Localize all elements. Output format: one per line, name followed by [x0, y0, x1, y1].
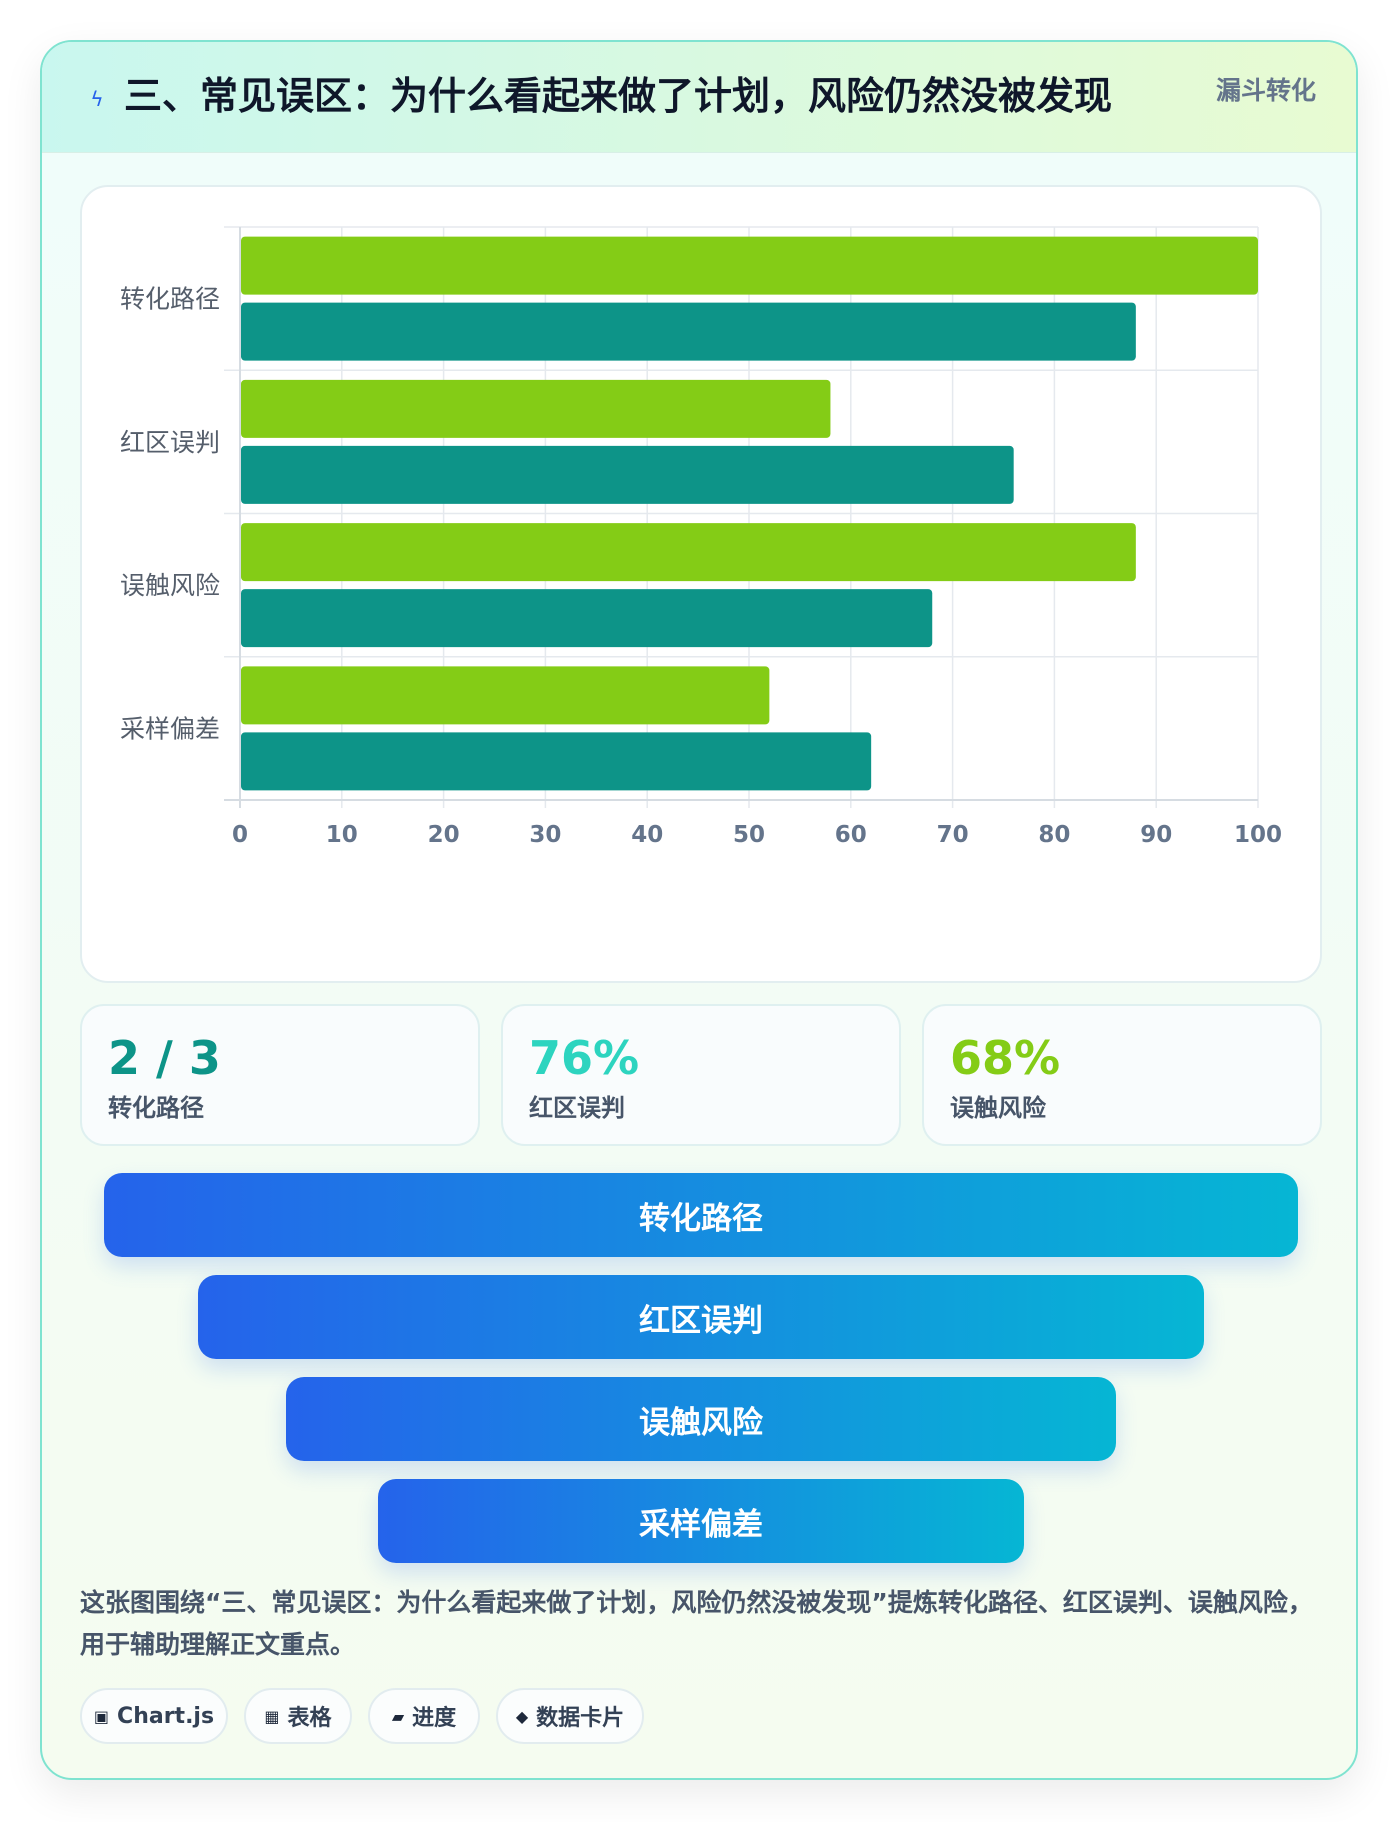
funnel-stage-2: 红区误判 — [198, 1275, 1204, 1359]
tag-progress[interactable]: ▰ 进度 — [368, 1688, 480, 1744]
page-title: 三、常见误区：为什么看起来做了计划，风险仍然没被发现 — [124, 74, 1113, 118]
y-tick-label: 误触风险 — [120, 571, 220, 600]
infographic-card: ϟ 三、常见误区：为什么看起来做了计划，风险仍然没被发现 漏斗转化 转化路径红区… — [40, 40, 1358, 1780]
y-tick-label: 采样偏差 — [120, 714, 220, 743]
y-tick-label: 红区误判 — [120, 428, 220, 457]
bar-chart-panel: 转化路径红区误判误触风险采样偏差 0 10 20 30 40 50 60 70 80 90 100 — [80, 185, 1322, 983]
stat-card-3: 68% 误触风险 — [922, 1004, 1322, 1146]
stat-value: 68% — [950, 1031, 1061, 1085]
table-icon: ▦ — [264, 1706, 280, 1726]
x-tick-label: 80 — [1038, 822, 1070, 848]
bar — [241, 379, 831, 438]
tag-label: 进度 — [412, 1706, 457, 1731]
x-tick-label: 100 — [1234, 822, 1282, 848]
bar — [241, 302, 1136, 361]
x-tick-label: 70 — [937, 822, 969, 848]
x-tick-label: 90 — [1140, 822, 1172, 848]
chart-caption: 这张图围绕“三、常见误区：为什么看起来做了计划，风险仍然没被发现”提炼转化路径、… — [80, 1588, 1313, 1659]
bar — [241, 445, 1014, 504]
tag-chartjs[interactable]: ▣ Chart.js — [80, 1688, 228, 1744]
bar — [241, 589, 933, 648]
bar — [241, 666, 770, 725]
bar — [241, 732, 872, 791]
tag-data-card[interactable]: ◆ 数据卡片 — [496, 1688, 644, 1744]
diamond-icon: ◆ — [515, 1706, 529, 1726]
stat-label: 转化路径 — [108, 1094, 204, 1122]
funnel-stage-1: 转化路径 — [104, 1173, 1298, 1257]
stat-label: 红区误判 — [529, 1094, 625, 1122]
x-tick-label: 10 — [326, 822, 358, 848]
bar — [241, 523, 1136, 582]
header-tag: 漏斗转化 — [1215, 76, 1316, 105]
x-tick-label: 60 — [835, 822, 867, 848]
progress-icon: ▰ — [391, 1706, 405, 1726]
stat-card-2: 76% 红区误判 — [501, 1004, 901, 1146]
funnel-stage-3: 误触风险 — [286, 1377, 1116, 1461]
tag-table[interactable]: ▦ 表格 — [244, 1688, 352, 1744]
funnel-stage-4: 采样偏差 — [378, 1479, 1024, 1563]
x-tick-label: 20 — [428, 822, 460, 848]
lightning-icon: ϟ — [90, 87, 104, 111]
x-tick-label: 50 — [733, 822, 765, 848]
y-tick-label: 转化路径 — [120, 285, 220, 314]
x-tick-label: 40 — [631, 822, 663, 848]
bar — [241, 236, 1258, 295]
stat-value: 76% — [529, 1031, 640, 1085]
tag-label: 表格 — [287, 1706, 332, 1731]
stat-value: 2 / 3 — [108, 1031, 221, 1085]
x-tick-label: 30 — [529, 822, 561, 848]
stat-card-1: 2 / 3 转化路径 — [80, 1004, 480, 1146]
stat-label: 误触风险 — [950, 1094, 1046, 1122]
chart-icon: ▣ — [93, 1706, 110, 1726]
x-tick-label: 0 — [232, 822, 248, 848]
card-header: ϟ 三、常见误区：为什么看起来做了计划，风险仍然没被发现 漏斗转化 — [42, 42, 1356, 153]
tag-label: 数据卡片 — [536, 1706, 625, 1731]
tag-label: Chart.js — [117, 1703, 215, 1729]
